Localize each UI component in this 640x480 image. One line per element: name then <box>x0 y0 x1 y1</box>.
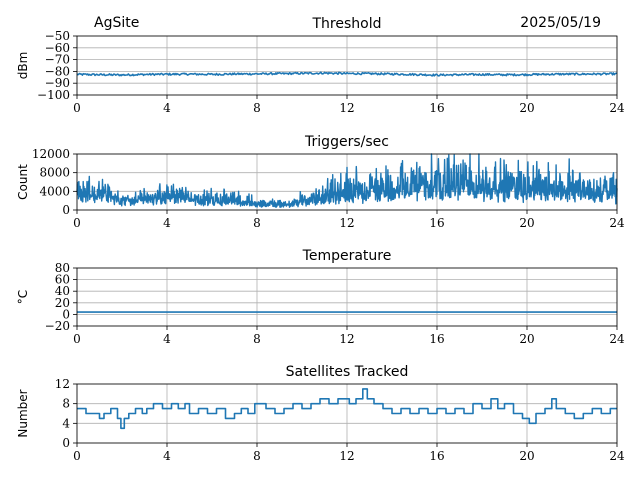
date-label: 2025/05/19 <box>520 15 601 31</box>
y-tick-label: −50 <box>45 29 70 43</box>
panel-title: Threshold <box>312 16 382 32</box>
panel-title: Satellites Tracked <box>286 364 409 380</box>
site-label: AgSite <box>94 15 139 31</box>
y-tick-label: 4000 <box>39 184 70 198</box>
x-tick-label: 12 <box>339 449 354 463</box>
panel-title: Temperature <box>302 248 392 264</box>
series-line <box>76 71 618 77</box>
y-tick-label: 0 <box>62 307 70 321</box>
y-tick-label: 40 <box>55 284 70 298</box>
series-line <box>76 153 618 208</box>
panel-1: 0 4 8 12 16 20 24 −100−90−80−70−60−50 Threshold d… <box>16 16 625 115</box>
x-tick-label: 12 <box>339 216 354 230</box>
x-tick-label: 8 <box>253 216 261 230</box>
panel-2: 0 4 8 12 16 20 24 0 4000 8000 12000 Triggers/sec Cou… <box>16 134 625 230</box>
y-tick-label: −90 <box>45 76 70 90</box>
y-tick-label: −80 <box>45 64 70 78</box>
y-tick-label: −60 <box>45 41 70 55</box>
y-axis-label: °C <box>16 290 30 304</box>
x-tick-label: 20 <box>519 101 534 115</box>
x-tick-label: 24 <box>609 216 625 230</box>
y-tick-label: 0 <box>62 203 70 217</box>
y-tick-label: −100 <box>37 88 70 102</box>
y-tick-label: 20 <box>55 296 70 310</box>
x-tick-label: 20 <box>519 449 534 463</box>
y-tick-label: 60 <box>55 273 70 287</box>
x-tick-label: 8 <box>253 101 261 115</box>
x-tick-label: 16 <box>429 332 444 346</box>
series-line <box>77 388 617 430</box>
y-tick-label: −70 <box>45 53 70 67</box>
x-tick-label: 4 <box>163 449 171 463</box>
x-tick-label: 12 <box>339 101 354 115</box>
x-tick-label: 0 <box>73 101 81 115</box>
x-tick-label: 8 <box>253 449 261 463</box>
x-tick-label: 20 <box>519 332 534 346</box>
y-tick-label: 12000 <box>32 147 70 161</box>
x-tick-label: 8 <box>253 332 261 346</box>
panel-title: Triggers/sec <box>304 134 389 150</box>
y-axis-label: Number <box>16 389 30 437</box>
y-tick-label: 80 <box>55 261 70 275</box>
y-tick-label: −20 <box>45 319 70 333</box>
x-tick-label: 20 <box>519 216 534 230</box>
x-tick-label: 16 <box>429 449 444 463</box>
x-tick-label: 0 <box>73 216 81 230</box>
y-tick-label: 4 <box>62 416 70 430</box>
x-tick-label: 0 <box>73 449 81 463</box>
x-tick-label: 4 <box>163 101 171 115</box>
x-tick-label: 4 <box>163 332 171 346</box>
y-axis-label: dBm <box>16 52 30 80</box>
y-tick-label: 8 <box>62 397 70 411</box>
y-tick-label: 8000 <box>39 166 70 180</box>
panel-4: 0 4 8 12 16 20 24 0 4 8 12 Satellites Tracked Number <box>16 364 625 463</box>
y-tick-label: 12 <box>55 377 70 391</box>
y-tick-label: 0 <box>62 436 70 450</box>
x-tick-label: 16 <box>429 101 444 115</box>
x-tick-label: 24 <box>609 101 625 115</box>
x-tick-label: 24 <box>609 449 625 463</box>
x-tick-label: 4 <box>163 216 171 230</box>
y-axis-label: Count <box>16 164 30 200</box>
x-tick-label: 0 <box>73 332 81 346</box>
x-tick-label: 16 <box>429 216 444 230</box>
x-tick-label: 12 <box>339 332 354 346</box>
x-tick-label: 24 <box>609 332 625 346</box>
